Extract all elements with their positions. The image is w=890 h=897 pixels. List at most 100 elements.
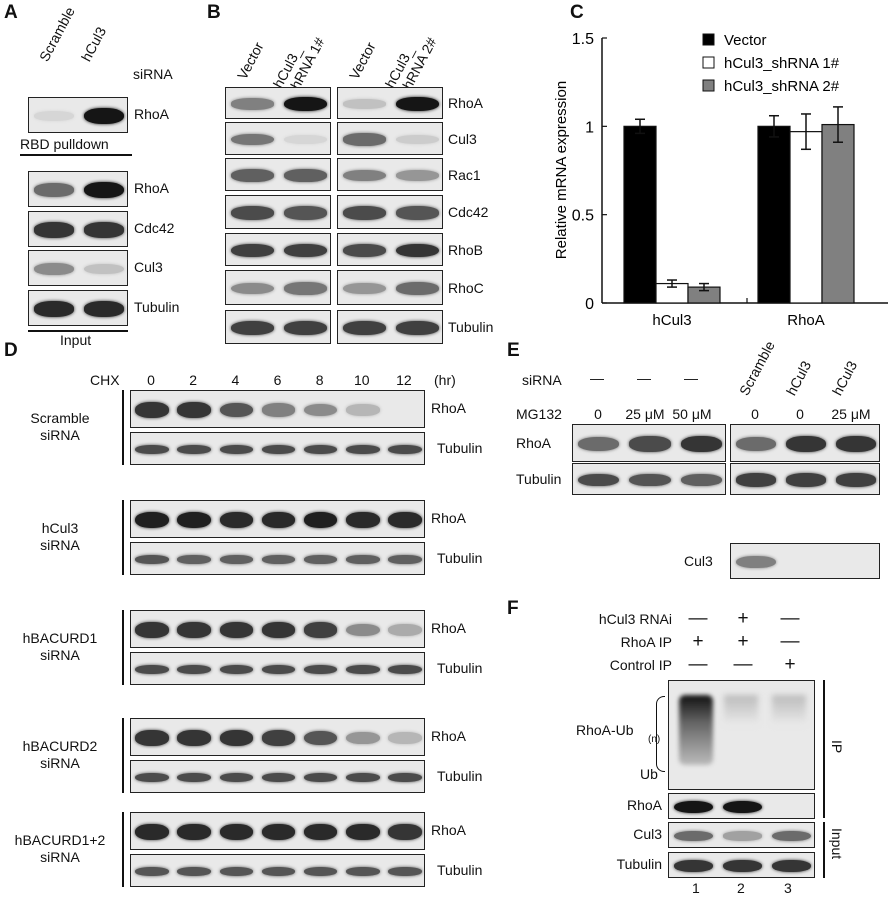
band bbox=[219, 823, 254, 841]
band bbox=[84, 222, 124, 238]
band bbox=[261, 664, 296, 675]
y-tick-label: 1 bbox=[585, 119, 594, 136]
row-label: RhoA bbox=[431, 510, 467, 526]
band bbox=[177, 772, 212, 783]
blot-rhoa bbox=[130, 812, 425, 850]
row-label: Cdc42 bbox=[448, 204, 489, 220]
condition-label: RhoA IP bbox=[620, 634, 672, 650]
band bbox=[578, 473, 620, 487]
band bbox=[673, 859, 714, 873]
band bbox=[303, 444, 338, 455]
bracket bbox=[656, 696, 665, 772]
band bbox=[396, 134, 439, 145]
divider bbox=[20, 154, 132, 156]
band bbox=[345, 555, 380, 564]
band bbox=[231, 98, 274, 110]
siRNA-value: — bbox=[590, 370, 604, 386]
band bbox=[219, 730, 254, 746]
timepoint-label: 10 bbox=[353, 372, 370, 388]
band bbox=[388, 444, 422, 455]
band bbox=[219, 866, 254, 877]
bar bbox=[789, 131, 823, 304]
unit-label: (hr) bbox=[434, 372, 456, 388]
band bbox=[284, 321, 327, 335]
group-bracket bbox=[122, 718, 124, 793]
ub-bottom-label: Ub bbox=[640, 766, 658, 782]
band bbox=[836, 473, 876, 487]
row-label: Tubulin bbox=[516, 471, 562, 487]
band bbox=[771, 859, 812, 873]
lane-number: 3 bbox=[784, 880, 792, 896]
band bbox=[303, 730, 338, 746]
row-header: CHX bbox=[90, 372, 120, 388]
timepoint-label: 12 bbox=[396, 372, 412, 388]
legend-swatch bbox=[702, 79, 715, 92]
band bbox=[177, 555, 212, 564]
bar-chart: 0 0.5 1 1.5 Relative mRNA expression hCul3 Rho… bbox=[553, 31, 888, 329]
band bbox=[786, 473, 826, 487]
band bbox=[135, 622, 169, 638]
bar bbox=[757, 125, 791, 304]
condition-value: + bbox=[784, 654, 796, 675]
row-label: Tubulin bbox=[616, 856, 662, 872]
band bbox=[177, 444, 212, 455]
band bbox=[219, 772, 254, 783]
band bbox=[84, 301, 124, 317]
blot-rac1-left bbox=[225, 158, 331, 191]
band bbox=[219, 664, 254, 675]
group-bracket bbox=[122, 390, 124, 465]
condition-value: — bbox=[688, 608, 708, 629]
blot-tubulin-right bbox=[730, 463, 880, 495]
group-label: hCul3 siRNA bbox=[40, 520, 80, 553]
condition-label: hCul3 RNAi bbox=[598, 611, 672, 627]
band bbox=[261, 772, 296, 783]
legend-label: Vector bbox=[724, 32, 767, 49]
row-header: siRNA bbox=[133, 66, 173, 82]
blot-rhoa bbox=[130, 500, 425, 538]
band bbox=[135, 511, 169, 529]
band bbox=[135, 554, 169, 565]
ip-label: IP bbox=[829, 740, 845, 754]
row-label: RhoA bbox=[448, 95, 484, 111]
panel-label-d: D bbox=[4, 340, 18, 361]
blot-rhoa-left bbox=[225, 87, 331, 119]
caption: Input bbox=[60, 332, 92, 348]
legend-label: hCul3_shRNA 1# bbox=[724, 55, 840, 72]
band bbox=[34, 183, 74, 197]
y-tick-label: 1.5 bbox=[572, 31, 594, 48]
band bbox=[231, 169, 274, 182]
band bbox=[388, 555, 422, 564]
band bbox=[345, 404, 380, 416]
blot-cul3 bbox=[730, 543, 880, 579]
band bbox=[135, 823, 169, 841]
group-label: hBACURD2 siRNA bbox=[22, 738, 98, 771]
band bbox=[345, 823, 380, 841]
band bbox=[771, 830, 812, 842]
band bbox=[722, 859, 763, 873]
band bbox=[219, 402, 254, 418]
blot-rhoa bbox=[130, 390, 425, 428]
group-bracket bbox=[122, 812, 124, 887]
band bbox=[680, 473, 722, 487]
blot-cdc42 bbox=[28, 211, 128, 247]
band bbox=[34, 262, 74, 276]
row-label: Cul3 bbox=[134, 259, 163, 275]
band bbox=[231, 321, 274, 335]
band bbox=[135, 444, 169, 455]
timepoint-label: 2 bbox=[189, 372, 198, 388]
row-label: Cdc42 bbox=[134, 220, 175, 236]
row-label: Tubulin bbox=[134, 299, 180, 315]
condition-value: — bbox=[733, 654, 753, 675]
condition-value: — bbox=[688, 654, 708, 675]
band bbox=[786, 436, 826, 452]
blot-rhoc-right bbox=[337, 270, 443, 305]
band bbox=[261, 444, 296, 455]
legend-swatch bbox=[702, 56, 715, 69]
band bbox=[629, 473, 671, 487]
group-bracket bbox=[122, 500, 124, 575]
band bbox=[343, 243, 386, 258]
faint-smear bbox=[724, 695, 758, 725]
row-label: Tubulin bbox=[437, 768, 483, 784]
x-tick-label: RhoA bbox=[787, 312, 825, 329]
